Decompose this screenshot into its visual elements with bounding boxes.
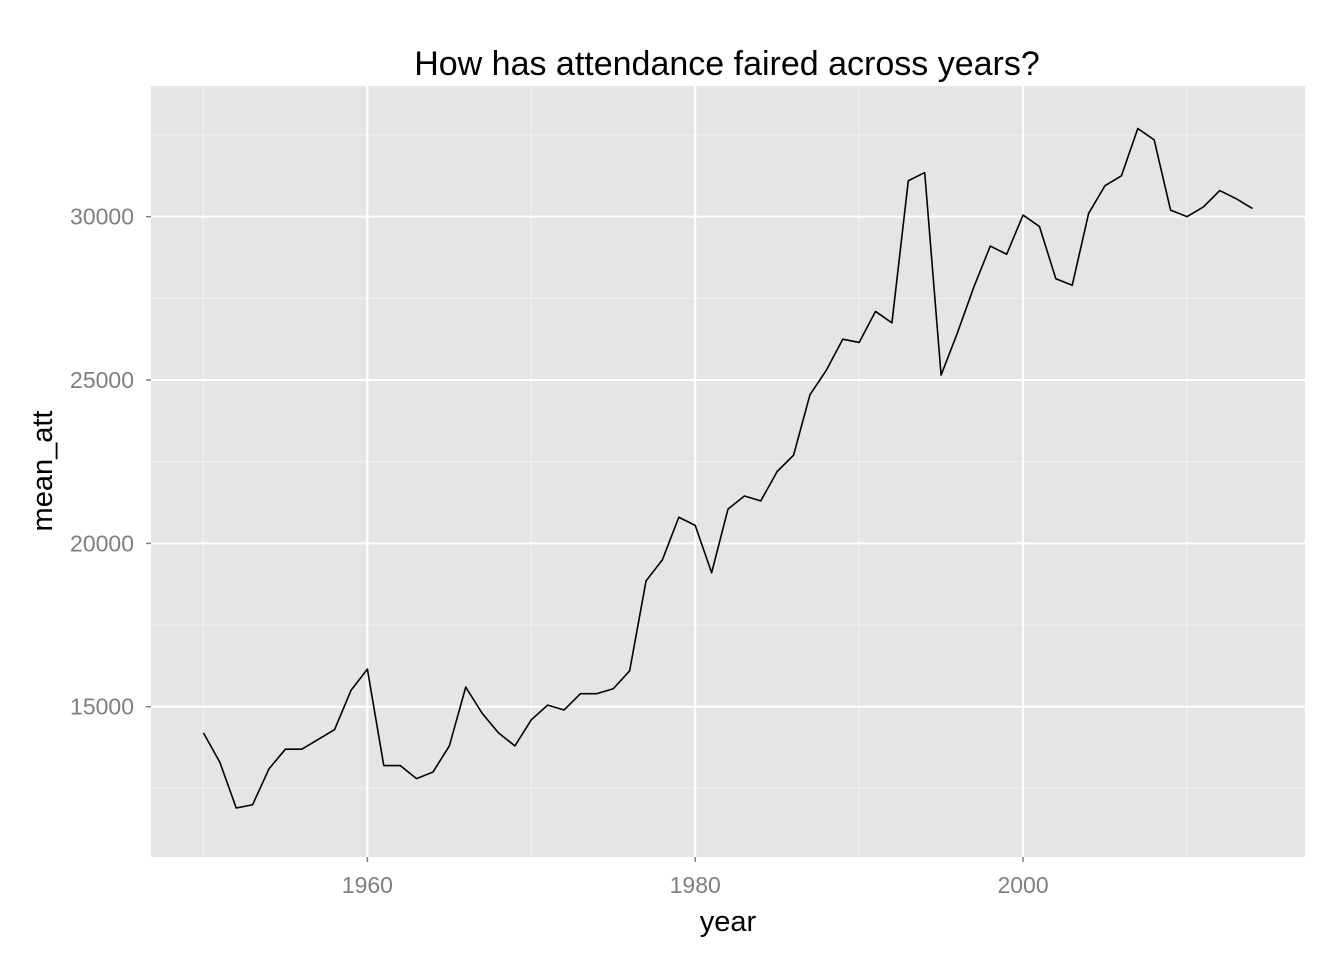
y-tick-label: 15000 (70, 694, 134, 720)
x-axis-ticks: 1960 1980 2000 (342, 857, 1049, 898)
series-line-0 (202, 127, 1253, 809)
x-axis-title: year (700, 906, 757, 938)
chart-title: How has attendance faired across years? (414, 45, 1040, 83)
x-tick-label: 1960 (342, 872, 393, 898)
y-axis-ticks: 15000 20000 25000 30000 (70, 204, 151, 720)
y-tick-label: 30000 (70, 204, 134, 230)
y-axis-title: mean_att (27, 411, 59, 532)
x-tick-label: 2000 (997, 872, 1048, 898)
y-tick-label: 20000 (70, 530, 134, 556)
x-tick-label: 1980 (670, 872, 721, 898)
minor-gridlines (151, 86, 1305, 857)
plot-panel (151, 86, 1305, 857)
y-tick-label: 25000 (70, 367, 134, 393)
data-series (202, 127, 1253, 809)
